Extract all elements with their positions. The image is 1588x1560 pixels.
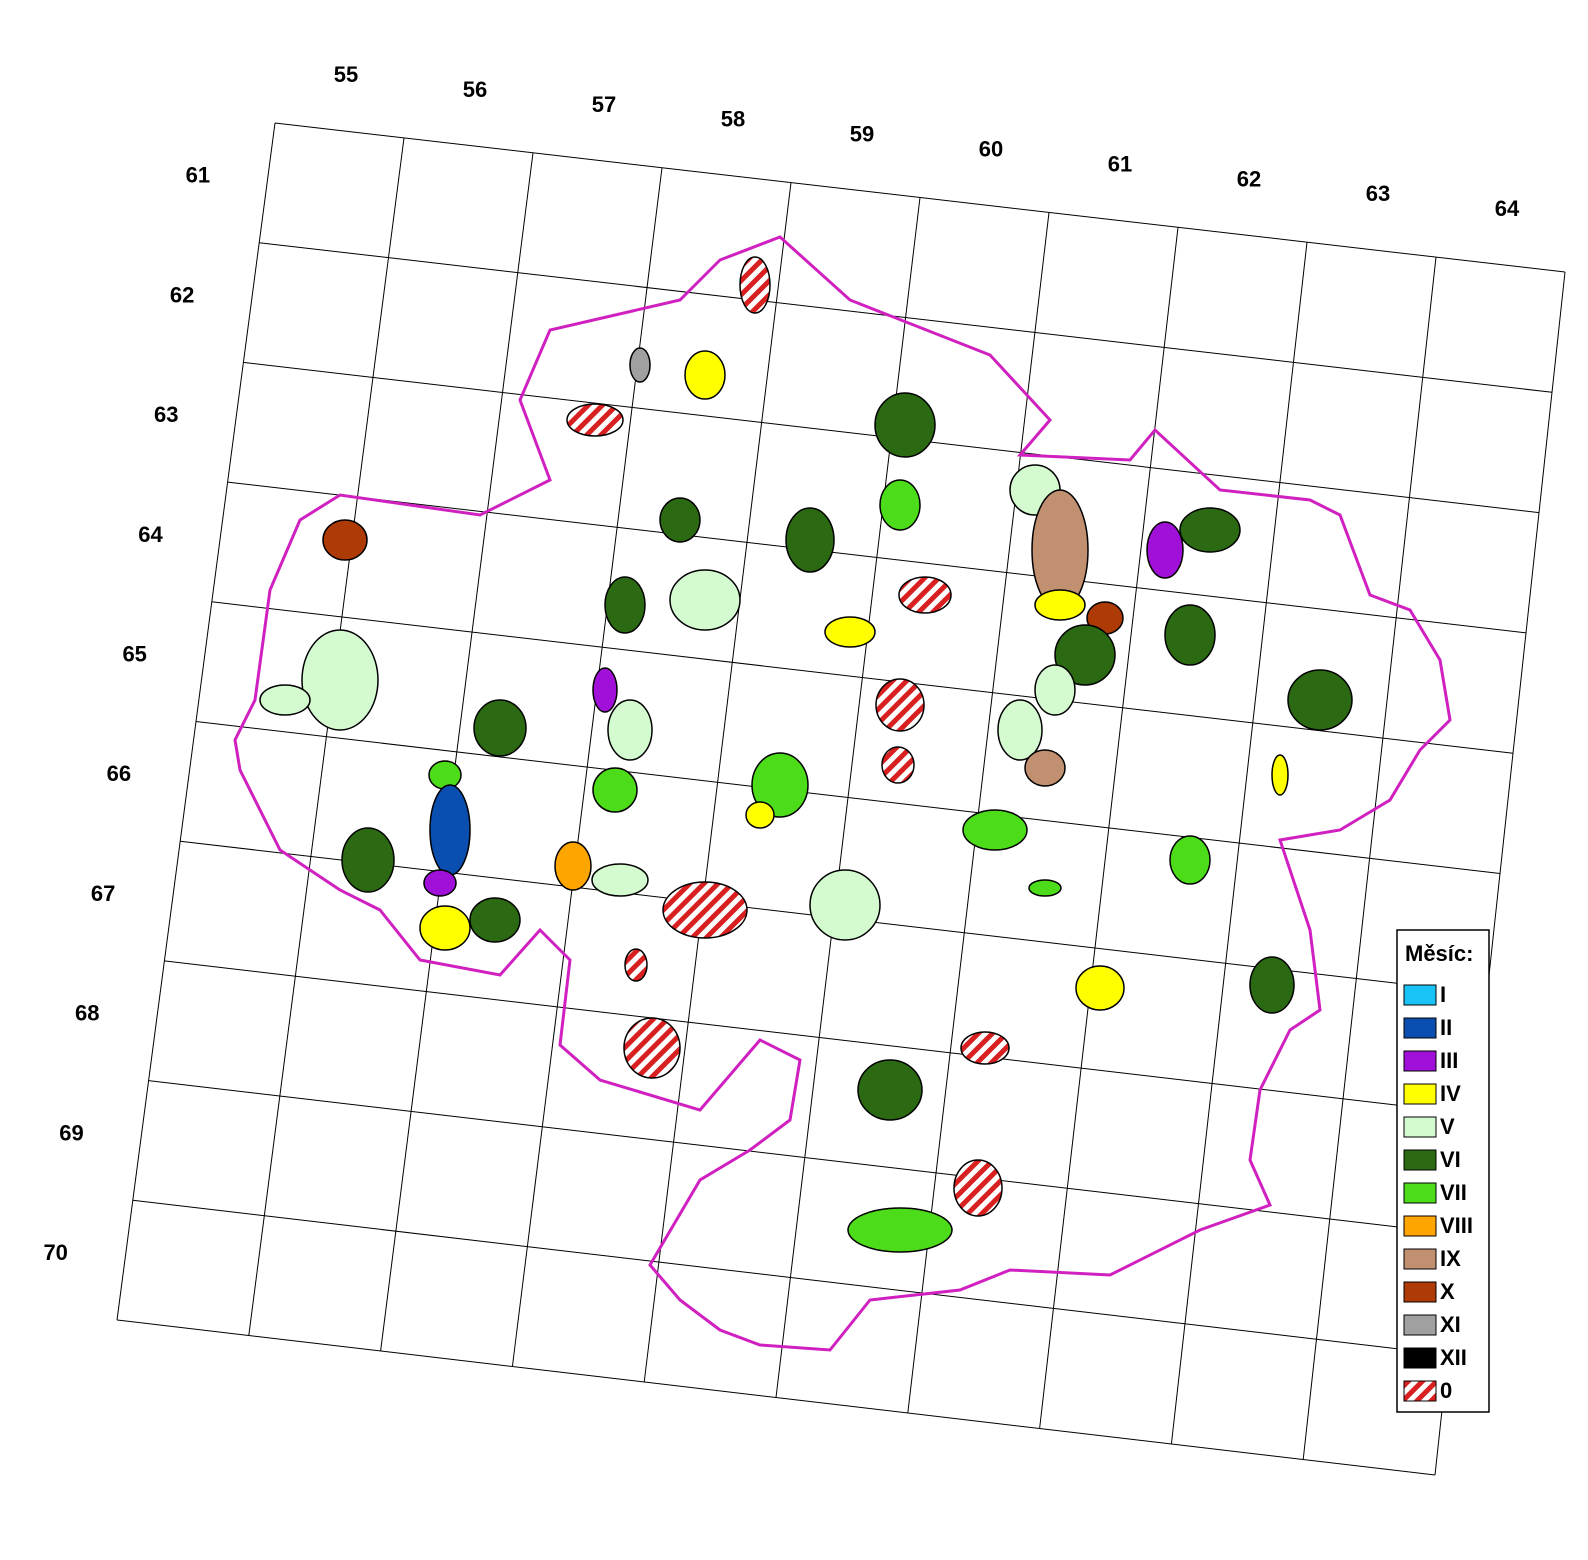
legend-label: XI	[1440, 1312, 1461, 1337]
row-label: 67	[91, 881, 115, 906]
row-label: 66	[107, 761, 131, 786]
legend-label: VII	[1440, 1180, 1467, 1205]
legend-label: II	[1440, 1015, 1452, 1040]
column-label: 61	[1108, 151, 1132, 176]
legend-swatch	[1403, 1380, 1437, 1402]
legend-label: IV	[1440, 1081, 1461, 1106]
grid-line	[227, 481, 1527, 634]
legend-swatch	[1403, 1347, 1437, 1369]
column-label: 58	[721, 107, 745, 132]
legend-title: Měsíc:	[1405, 941, 1473, 966]
legend-label: 0	[1440, 1378, 1452, 1403]
legend-swatch	[1403, 1248, 1437, 1270]
column-label: 63	[1366, 181, 1390, 206]
legend-label: XII	[1440, 1345, 1467, 1370]
grid-line	[116, 1319, 1436, 1476]
row-label: 65	[122, 641, 146, 666]
legend-swatch	[1403, 1017, 1437, 1039]
row-label: 61	[186, 163, 210, 188]
legend-label: IX	[1440, 1246, 1461, 1271]
grid-line	[274, 122, 1566, 273]
row-label: 63	[154, 402, 178, 427]
legend-swatch	[1403, 1116, 1437, 1138]
legend-swatch	[1403, 1281, 1437, 1303]
legend-swatch	[1403, 1149, 1437, 1171]
row-label: 70	[43, 1240, 67, 1265]
region-outline	[233, 235, 1452, 1352]
legend-label: X	[1440, 1279, 1455, 1304]
column-label: 57	[592, 92, 616, 117]
grid-line	[259, 242, 1553, 393]
row-label: 62	[170, 282, 194, 307]
legend-swatch	[1403, 1083, 1437, 1105]
row-label: 64	[138, 522, 163, 547]
grid-line	[148, 1080, 1462, 1235]
column-label: 55	[334, 62, 358, 87]
legend-swatch	[1403, 1182, 1437, 1204]
grid-line	[132, 1199, 1449, 1356]
legend-swatch	[1403, 1314, 1437, 1336]
column-label: 59	[850, 122, 874, 147]
column-label: 62	[1237, 166, 1261, 191]
legend-swatch	[1403, 1215, 1437, 1237]
legend-label: VI	[1440, 1147, 1461, 1172]
district-patches	[259, 256, 1353, 1253]
legend-label: VIII	[1440, 1213, 1473, 1238]
legend-label: V	[1440, 1114, 1455, 1139]
grid-labels: 55 56 57 58 59 60 61 62 63 64 61 62 63 64 65 66 67 68 69 70	[43, 62, 1519, 1265]
column-label: 64	[1495, 196, 1520, 221]
legend-label: I	[1440, 982, 1446, 1007]
row-label: 69	[59, 1120, 83, 1145]
grid-line	[211, 601, 1514, 754]
column-label: 56	[463, 77, 487, 102]
legend-swatch	[1403, 984, 1437, 1006]
grid-line	[164, 960, 1475, 1115]
legend-label: III	[1440, 1048, 1458, 1073]
legend-swatch	[1403, 1050, 1437, 1072]
column-label: 60	[979, 137, 1003, 162]
row-label: 68	[75, 1001, 99, 1026]
